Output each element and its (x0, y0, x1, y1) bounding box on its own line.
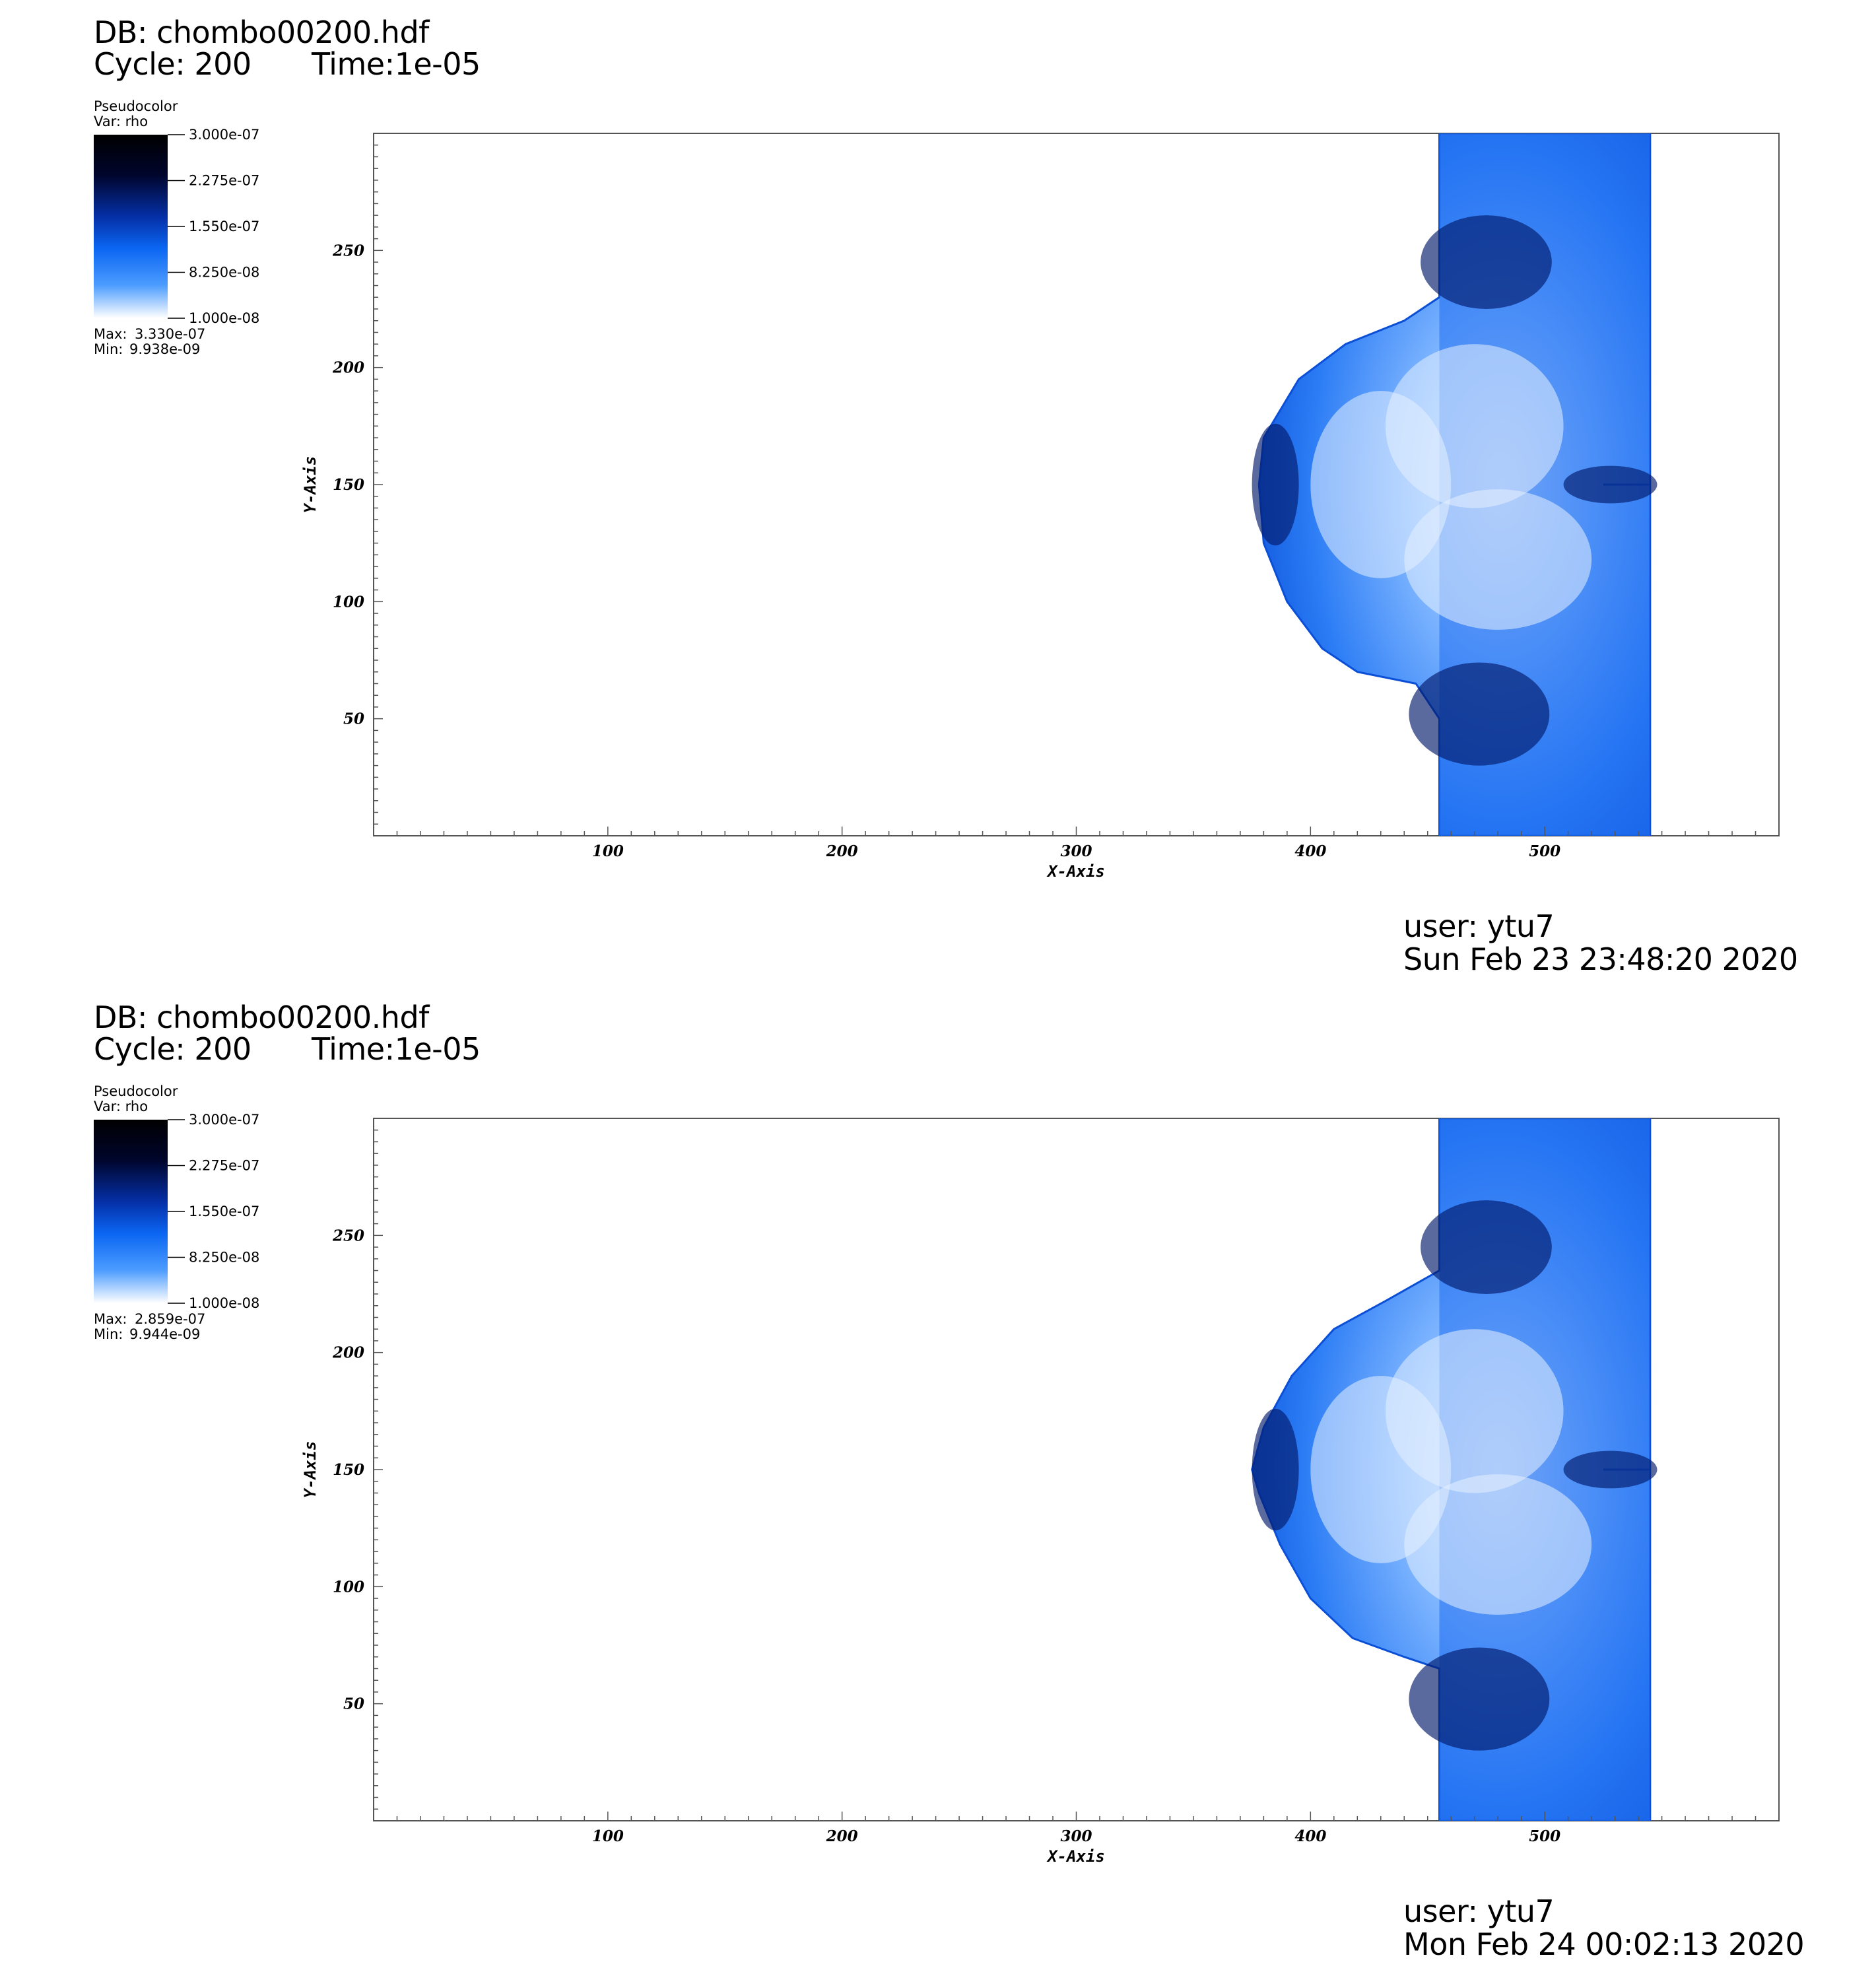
user-label: user: ytu7 (1403, 908, 1555, 944)
user-label: user: ytu7 (1403, 1893, 1555, 1929)
x-tick-label: 500 (1529, 842, 1560, 860)
colorbar-tick-label: 1.000e-08 (189, 310, 259, 326)
y-tick-label: 200 (332, 359, 364, 377)
vortex-core (1563, 465, 1658, 504)
density-field (1252, 133, 1658, 836)
x-tick-label: 200 (826, 842, 858, 860)
y-axis-title: Y-Axis (301, 456, 319, 514)
colorbar-tick-label: 3.000e-07 (189, 1112, 259, 1128)
vortex-core (1563, 1450, 1658, 1489)
light-region (1404, 489, 1592, 630)
vortex-core (1421, 215, 1552, 310)
x-tick-label: 300 (1060, 1827, 1092, 1845)
colorbar-tick-label: 2.275e-07 (189, 1158, 259, 1174)
colorbar-tick-label: 2.275e-07 (189, 173, 259, 189)
timestamp-label: Sun Feb 23 23:48:20 2020 (1403, 941, 1798, 977)
legend-max-label: Max: (94, 326, 127, 342)
colorbar-tick-label: 1.550e-07 (189, 219, 259, 234)
colorbar-tick-label: 1.550e-07 (189, 1204, 259, 1219)
db-label: DB: chombo00200.hdf (94, 15, 429, 50)
y-tick-label: 250 (332, 1227, 364, 1244)
colorbar-tick-label: 8.250e-08 (189, 265, 259, 281)
plot-svg: 3.000e-07 2.275e-07 1.550e-07 8.250e-08 1.00… (94, 127, 1780, 881)
vortex-core (1252, 423, 1299, 546)
light-region (1310, 391, 1452, 578)
light-region (1310, 1376, 1452, 1563)
legend-min-value: 9.938e-09 (129, 341, 201, 357)
vortex-core (1252, 1408, 1299, 1531)
y-tick-label: 150 (333, 476, 364, 494)
y-tick-label: 50 (343, 710, 364, 728)
legend-min-value: 9.944e-09 (129, 1326, 201, 1342)
y-axis-title: Y-Axis (301, 1441, 319, 1499)
cycle-label: Cycle: 200 (94, 1031, 251, 1067)
legend-max-label: Max: (94, 1311, 127, 1327)
plot-window-top: DB: chombo00200.hdf Cycle: 200 Time:1e-0… (94, 15, 1798, 977)
time-label: Time:1e-05 (312, 1031, 481, 1067)
density-field (1251, 1118, 1658, 1821)
y-tick-label: 150 (333, 1461, 364, 1479)
cycle-label: Cycle: 200 (94, 46, 251, 82)
legend-title: Pseudocolor (94, 1083, 178, 1099)
plot-svg: 3.000e-07 2.275e-07 1.550e-07 8.250e-08 1.00… (94, 1112, 1780, 1866)
vortex-core (1421, 1200, 1552, 1294)
vortex-core (1409, 662, 1550, 766)
y-tick-label: 200 (332, 1344, 364, 1362)
legend-title: Pseudocolor (94, 98, 178, 114)
plot-window-bottom: DB: chombo00200.hdf Cycle: 200 Time:1e-0… (0, 985, 1876, 1970)
db-label: DB: chombo00200.hdf (94, 1000, 429, 1035)
x-tick-label: 100 (592, 1827, 624, 1845)
x-axis-title: X-Axis (1046, 862, 1105, 881)
time-label: Time:1e-05 (312, 46, 481, 82)
y-tick-label: 50 (343, 1695, 364, 1713)
colorbar-tick-label: 1.000e-08 (189, 1295, 259, 1311)
legend-max-value: 2.859e-07 (135, 1311, 206, 1327)
legend-var: Var: rho (94, 1099, 149, 1114)
x-axis-title: X-Axis (1046, 1847, 1105, 1866)
legend-min-label: Min: (94, 1326, 123, 1342)
light-region (1404, 1474, 1592, 1615)
vortex-core (1409, 1647, 1550, 1751)
colorbar (94, 135, 168, 318)
legend-var: Var: rho (94, 114, 149, 129)
legend-max-value: 3.330e-07 (135, 326, 206, 342)
legend-min-label: Min: (94, 341, 123, 357)
x-tick-label: 200 (826, 1827, 858, 1845)
y-tick-label: 100 (333, 593, 364, 611)
x-tick-label: 500 (1529, 1827, 1560, 1845)
colorbar (94, 1120, 168, 1303)
x-tick-label: 400 (1294, 842, 1326, 860)
timestamp-label: Mon Feb 24 00:02:13 2020 (1403, 1926, 1805, 1962)
colorbar-tick-label: 8.250e-08 (189, 1250, 259, 1266)
x-tick-label: 400 (1294, 1827, 1326, 1845)
y-tick-label: 250 (332, 242, 364, 259)
x-tick-label: 300 (1060, 842, 1092, 860)
x-tick-label: 100 (592, 842, 624, 860)
y-tick-label: 100 (333, 1578, 364, 1596)
colorbar-tick-label: 3.000e-07 (189, 127, 259, 143)
